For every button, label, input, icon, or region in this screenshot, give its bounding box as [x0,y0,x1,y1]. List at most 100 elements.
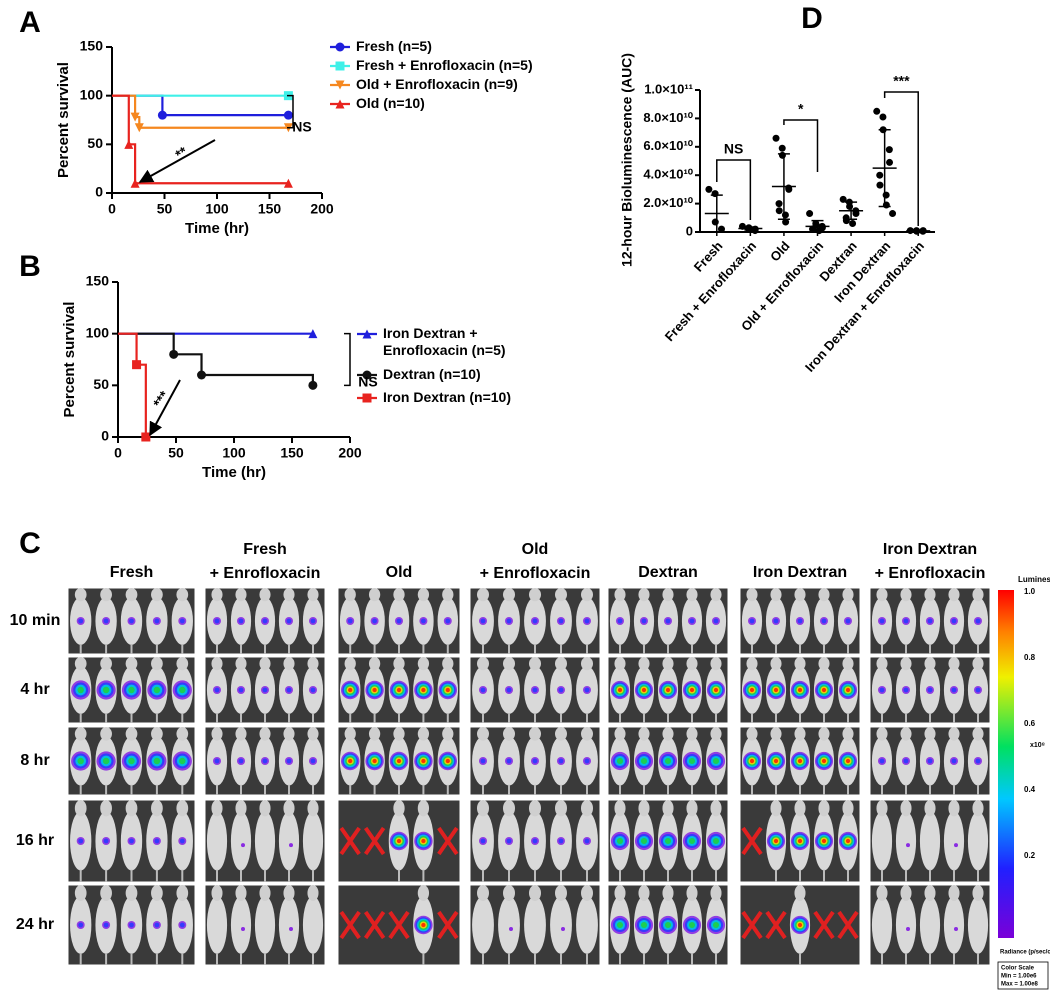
signal [262,618,268,624]
mouse-head [638,588,650,602]
mouse-head [74,727,87,741]
mouse [230,811,252,871]
signal [262,687,268,693]
signal [689,687,695,693]
signal [712,757,720,765]
marker [169,349,179,359]
mouse-head [876,885,888,901]
column-header: Old [386,564,413,581]
mouse-head [842,657,854,671]
mouse-head [476,800,490,817]
legend-entry: Old + Enrofloxacin (n=9) [356,76,518,92]
signal [421,758,426,764]
mouse-head [211,885,223,901]
mouse-head [770,588,782,602]
mouse-head [900,657,912,671]
panel-label: D [801,2,823,35]
mouse-head [528,885,542,901]
mouse-head [662,657,674,671]
signal [688,757,696,765]
signal [664,921,672,929]
data-point [778,144,786,152]
mouse-head [502,657,516,671]
marker [124,139,134,149]
signal [445,618,451,624]
signal [558,618,564,624]
panel-label: A [19,6,41,39]
data-point [775,200,783,208]
mouse-head [176,657,189,671]
marker [335,80,345,90]
signal [506,838,512,844]
mouse-head [818,800,830,817]
sd-whisker [744,226,757,231]
mouse-head [393,800,405,817]
mouse-head [528,588,542,602]
mouse-head [476,885,490,901]
signal [421,618,426,624]
mouse [498,896,520,954]
signal [558,687,564,693]
y-tick-label: 4.0×10¹⁰ [643,167,693,182]
mouse-head [259,588,271,602]
colorbar-label: 0.8 [1024,653,1036,662]
signal [506,687,512,693]
mouse [919,811,941,871]
colorbar-label: 0.2 [1024,851,1036,860]
colorbar-label: 0.6 [1024,719,1036,728]
marker [335,42,345,52]
mouse-head [307,588,319,602]
mouse [254,811,276,871]
signal [975,687,981,693]
x-tick-label: 50 [168,445,184,461]
scale-text: Min = 1.00e6 [1001,974,1037,980]
annotation: NS [292,119,311,135]
mouse [254,896,276,954]
signal [906,843,910,848]
mouse-head [442,657,454,671]
signal [509,927,513,931]
mouse-head [151,800,163,817]
mouse-head [442,727,454,741]
mouse-head [842,800,854,817]
mouse-head [710,657,722,671]
legend-entry: Fresh + Enrofloxacin (n=5) [356,57,533,73]
y-axis-label: Percent survival [55,62,72,178]
mouse-head [74,800,87,817]
mouse-head [74,885,87,901]
signal [348,687,353,693]
signal [797,687,803,693]
column-header: Fresh [243,541,287,558]
mouse-head [580,588,594,602]
mouse-head [614,657,626,671]
signal [238,687,244,693]
annotation: * [798,101,804,117]
marker [335,99,345,109]
marker [362,329,372,339]
signal [561,927,565,931]
legend-label: Old + Enrofloxacin (n=9) [356,76,518,92]
signal [712,837,720,845]
signal [421,838,426,844]
mouse-head [211,727,223,741]
mouse-head [924,727,936,741]
signal [347,618,353,624]
signal [951,758,957,764]
mouse-head [554,800,568,817]
mouse-head [393,588,405,602]
mouse-head [151,727,163,741]
data-point [882,201,890,209]
signal [713,618,719,624]
signal [616,757,624,765]
signal [879,687,885,693]
signal [845,618,851,624]
signal [129,618,134,624]
mouse [278,896,300,954]
mouse-head [580,657,594,671]
mouse-head [948,657,960,671]
mouse [524,896,546,954]
mouse-head [176,885,189,901]
signal [532,618,538,624]
signal [238,618,244,624]
signal [128,686,135,694]
